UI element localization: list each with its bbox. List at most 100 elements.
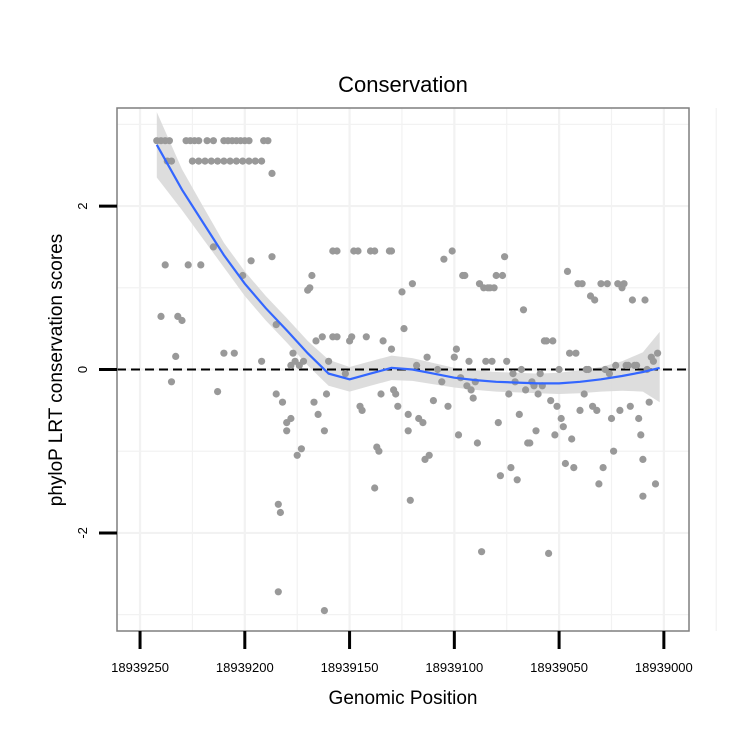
data-point	[348, 333, 356, 341]
data-point	[605, 370, 614, 378]
data-point	[637, 431, 645, 439]
data-point	[440, 255, 448, 263]
data-point	[239, 157, 247, 165]
data-point	[473, 439, 481, 447]
data-point	[195, 137, 203, 145]
data-point	[488, 357, 496, 365]
data-point	[626, 402, 634, 410]
data-point	[509, 370, 517, 378]
data-point	[232, 157, 240, 165]
data-point	[478, 548, 486, 556]
data-point	[639, 455, 647, 463]
data-point	[549, 337, 557, 345]
data-point	[371, 484, 379, 492]
data-point	[392, 390, 400, 398]
data-point	[209, 137, 217, 145]
confidence-band	[156, 112, 660, 403]
data-point	[354, 247, 362, 255]
data-point	[651, 480, 660, 488]
data-point	[188, 157, 196, 165]
data-point	[517, 365, 526, 374]
data-point	[438, 378, 446, 386]
data-point	[563, 267, 572, 275]
data-point	[547, 397, 555, 405]
data-point	[576, 406, 584, 414]
data-point	[461, 271, 469, 280]
data-point	[551, 431, 559, 439]
data-point	[423, 353, 431, 361]
data-point	[555, 365, 563, 374]
data-point	[482, 357, 490, 365]
y-tick-label: 2	[75, 202, 90, 209]
data-point	[572, 349, 580, 357]
data-point	[195, 157, 203, 165]
data-point	[264, 137, 272, 145]
data-point	[584, 365, 593, 374]
data-point	[635, 414, 643, 423]
data-point	[297, 445, 305, 453]
data-point	[645, 398, 653, 406]
data-point	[404, 410, 412, 418]
data-point	[272, 390, 280, 398]
smooth-line	[155, 144, 660, 385]
data-point	[534, 390, 542, 398]
data-point	[494, 419, 502, 427]
data-point	[490, 284, 498, 292]
data-point	[306, 284, 314, 292]
data-point	[444, 402, 452, 410]
data-point	[406, 496, 414, 504]
data-point	[333, 333, 341, 341]
data-point	[654, 349, 662, 357]
x-tick-label: 18939100	[425, 660, 483, 675]
data-point	[492, 271, 500, 280]
data-point	[207, 157, 215, 165]
data-point	[299, 357, 308, 365]
data-point	[542, 337, 551, 345]
data-point	[413, 361, 421, 369]
data-point	[612, 361, 620, 369]
data-point	[214, 157, 222, 165]
confidence-ribbon	[156, 112, 660, 403]
data-point	[387, 247, 396, 255]
data-point	[408, 280, 416, 288]
data-point	[157, 312, 165, 320]
data-point	[597, 280, 605, 288]
data-point	[593, 406, 601, 414]
data-point	[545, 549, 553, 558]
data-point	[362, 333, 370, 341]
data-point	[624, 361, 632, 369]
data-point	[293, 451, 301, 459]
data-point	[419, 419, 427, 427]
x-axis: 18939250 18939200 18939150 18939100 18939050…	[111, 631, 693, 675]
x-tick-label: 18939050	[530, 660, 588, 675]
data-point	[607, 414, 616, 423]
x-axis-title: Genomic Position	[329, 688, 478, 709]
data-point	[209, 243, 217, 251]
data-point	[591, 296, 599, 304]
data-point	[167, 157, 176, 165]
data-point	[398, 288, 406, 296]
x-tick-label: 18939200	[216, 660, 274, 675]
data-point	[501, 253, 509, 261]
data-point	[522, 386, 530, 394]
data-point	[322, 390, 331, 398]
data-point	[320, 607, 328, 615]
data-point	[220, 157, 228, 165]
data-point	[214, 388, 222, 396]
data-point	[276, 508, 284, 517]
chart-title: Conservation	[338, 72, 468, 97]
data-point	[283, 427, 291, 435]
data-point	[308, 271, 316, 280]
data-point	[203, 137, 211, 145]
data-point	[325, 357, 333, 365]
data-point	[641, 296, 649, 304]
data-point	[377, 390, 385, 398]
data-point	[172, 352, 180, 360]
data-point	[628, 296, 637, 304]
data-point	[425, 451, 433, 459]
data-point	[610, 447, 618, 455]
data-point	[274, 588, 282, 596]
y-axis-title: phyloP LRT conservation scores	[46, 234, 67, 507]
data-point	[318, 333, 326, 341]
